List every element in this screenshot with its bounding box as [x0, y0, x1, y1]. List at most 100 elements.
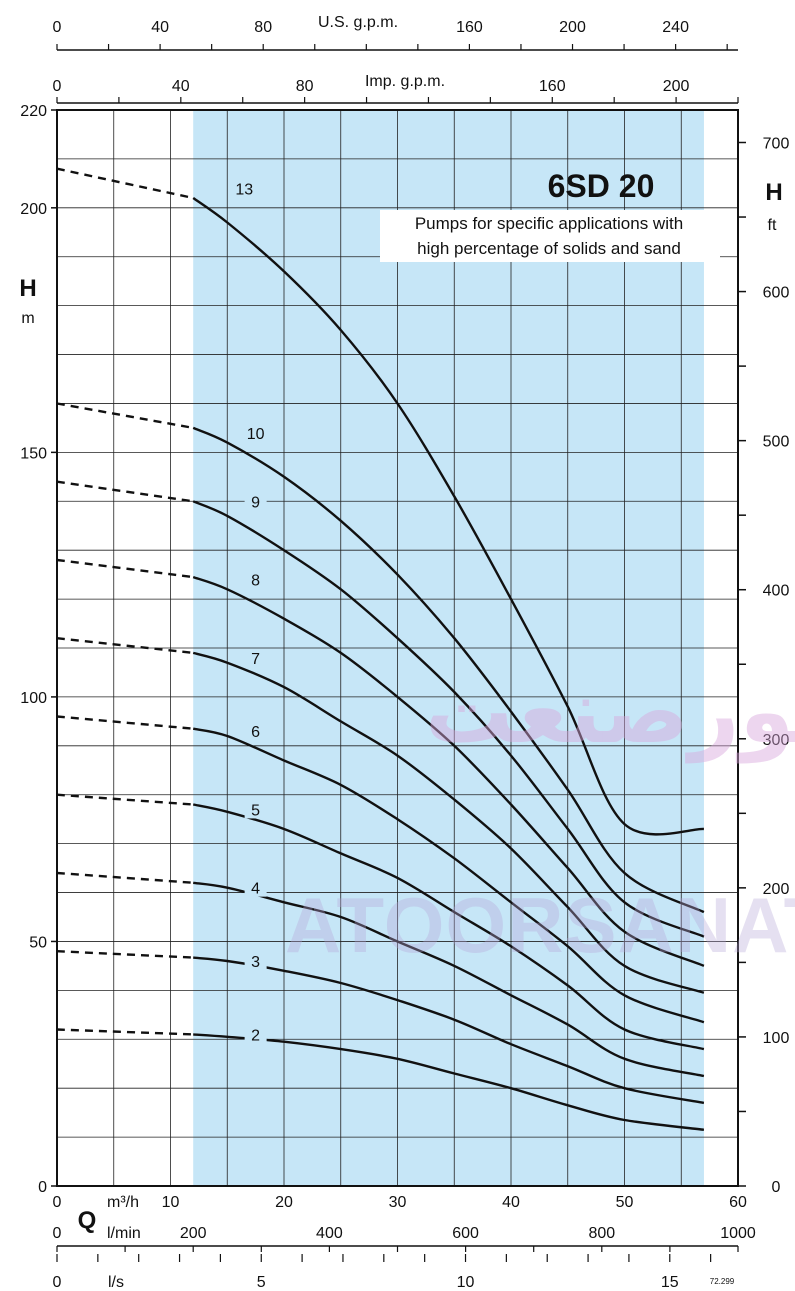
chart-subtitle-line-2: high percentage of solids and sand: [417, 239, 681, 258]
x-m3h-tick-label: 50: [616, 1194, 634, 1211]
x-lmin-tick-label: 0: [53, 1225, 62, 1242]
x-usgpm-tick-label: 0: [53, 19, 62, 36]
curve-dashed-3: [56, 950, 194, 959]
y-axis-left: 0 50 100 150 200 220 Hm: [19, 103, 57, 1196]
y-right-tick-label: 600: [763, 285, 790, 302]
curve-dashed-5: [56, 793, 194, 806]
x-usgpm-tick-label: 240: [662, 19, 689, 36]
x-axis-label: Q: [78, 1207, 97, 1234]
x-impgpm-tick-label: 160: [539, 78, 566, 95]
curve-dashed-8: [56, 558, 194, 579]
plot-frame: [56, 109, 739, 1187]
y-right-tick-label: 500: [763, 434, 790, 451]
series-8: 8: [56, 558, 705, 968]
curve-label: 9: [251, 494, 260, 511]
y-right-tick-label: 700: [763, 135, 790, 152]
x-lmin-tick-label: 800: [588, 1225, 615, 1242]
y-right-tick-label: 100: [763, 1030, 790, 1047]
x-m3h-tick-label: 20: [275, 1194, 293, 1211]
x-m3h-tick-label: 40: [502, 1194, 520, 1211]
chart-subtitle-line-1: Pumps for specific applications with: [415, 214, 683, 233]
series-6: 6: [56, 715, 705, 1024]
curve-9: [192, 500, 705, 938]
x-lmin-tick-label: 200: [180, 1225, 207, 1242]
x-axis-ls: 0 5 10 15 l/s 72.299: [53, 1254, 735, 1291]
series-7: 7: [56, 637, 705, 994]
series-13: 13: [56, 167, 704, 836]
y-right-unit: ft: [768, 217, 777, 234]
x-axis-lmin: 0 200 400 600 800 1000 l/min: [53, 1225, 756, 1252]
curve-label: 3: [251, 954, 260, 971]
chart-title: 6SD 20: [548, 168, 655, 204]
y-axis-right: 0 100 200 300 400 500 600 700 Hft: [738, 135, 789, 1196]
y-left-tick-label: 220: [20, 103, 47, 120]
curve-label: 7: [251, 651, 260, 668]
x-m3h-unit: m³/h: [107, 1194, 139, 1211]
x-usgpm-tick-label: 80: [254, 19, 272, 36]
curve-label-bg: [244, 570, 267, 589]
x-axis-m3h: 0 10 20 30 40 50 60 Qm³/h: [53, 1194, 747, 1234]
curve-13: [192, 197, 704, 836]
subtitle-bg: [380, 210, 720, 262]
x-m3h-tick-label: 30: [389, 1194, 407, 1211]
series-5: 5: [56, 793, 705, 1051]
y-left-tick-label: 0: [38, 1179, 47, 1196]
x-impgpm-tick-label: 0: [53, 78, 62, 95]
curve-dashed-4: [56, 871, 194, 884]
series-10: 10: [56, 402, 705, 914]
x-usgpm-tick-label: 160: [456, 19, 483, 36]
curve-label: 6: [251, 724, 260, 741]
y-right-label: H: [765, 179, 782, 206]
curve-label-bg: [244, 800, 267, 819]
curve-dashed-2: [56, 1028, 194, 1036]
curve-label-bg: [244, 722, 267, 741]
y-right-tick-label: 200: [763, 881, 790, 898]
x-m3h-tick-label: 60: [729, 1194, 747, 1211]
series-4: 4: [56, 871, 705, 1078]
curve-label-bg: [233, 179, 256, 198]
x-axis-usgpm: 0 40 80 160 200 240 U.S. g.p.m.: [53, 14, 738, 51]
series-3: 3: [56, 950, 705, 1105]
curve-dashed-7: [56, 637, 194, 655]
curve-5: [192, 803, 705, 1051]
x-usgpm-tick-label: 40: [151, 19, 169, 36]
y-right-tick-label: 300: [763, 732, 790, 749]
curve-8: [192, 575, 705, 968]
x-impgpm-tick-label: 40: [172, 78, 190, 95]
curve-dashed-9: [56, 480, 194, 503]
curve-label-bg: [244, 878, 267, 897]
y-left-tick-label: 100: [20, 690, 47, 707]
y-left-unit: m: [21, 310, 34, 327]
figure-code: 72.299: [710, 1277, 735, 1286]
x-ls-unit: l/s: [108, 1274, 124, 1291]
curve-dashed-13: [56, 167, 194, 200]
curve-6: [192, 727, 705, 1024]
y-left-label: H: [19, 275, 36, 302]
curve-label: 8: [251, 573, 260, 590]
y-left-tick-label: 150: [20, 445, 47, 462]
x-usgpm-tick-label: 200: [559, 19, 586, 36]
x-m3h-tick-label: 10: [162, 1194, 180, 1211]
x-ls-tick-label: 5: [257, 1274, 266, 1291]
curve-dashed-10: [56, 402, 194, 430]
curve-label-bg: [244, 423, 267, 442]
x-usgpm-label: U.S. g.p.m.: [318, 14, 398, 31]
x-ls-tick-label: 15: [661, 1274, 679, 1291]
x-lmin-tick-label: 600: [452, 1225, 479, 1242]
x-impgpm-tick-label: 200: [663, 78, 690, 95]
x-lmin-unit: l/min: [107, 1225, 141, 1242]
curve-label: 4: [251, 881, 260, 898]
curve-dashed-6: [56, 715, 194, 730]
x-lmin-tick-label: 400: [316, 1225, 343, 1242]
y-left-tick-label: 200: [20, 201, 47, 218]
curve-label-bg: [244, 952, 267, 971]
x-m3h-tick-label: 0: [53, 1194, 62, 1211]
curve-label: 5: [251, 802, 260, 819]
curve-label: 10: [247, 426, 265, 443]
x-ls-tick-label: 10: [457, 1274, 475, 1291]
y-left-tick-label: 50: [29, 934, 47, 951]
x-lmin-tick-label: 1000: [720, 1225, 756, 1242]
curve-7: [192, 651, 705, 994]
curve-label-bg: [244, 1025, 267, 1044]
